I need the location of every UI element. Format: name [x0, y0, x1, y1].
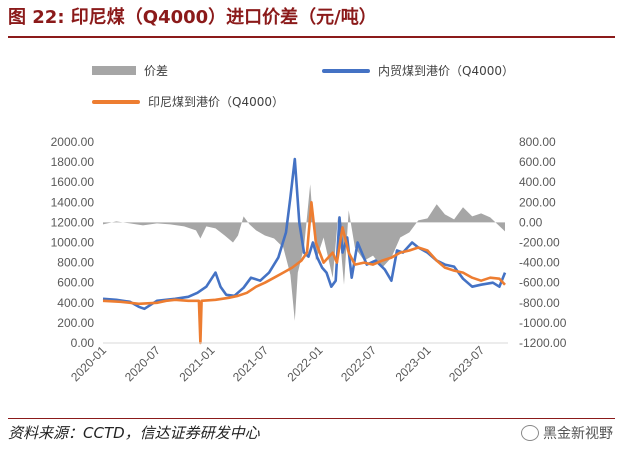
- wechat-icon: [521, 425, 539, 441]
- y-right-tick-label: -800.00: [519, 296, 560, 310]
- y-left-tick-label: 400.00: [57, 296, 94, 310]
- watermark-text: 黑金新视野: [543, 426, 613, 442]
- y-left-tick-label: 1800.00: [51, 155, 95, 169]
- y-left-tick-label: 600.00: [57, 276, 94, 290]
- series-indonesia-line: [102, 201, 506, 345]
- y-right-tick-label: -200.00: [519, 236, 560, 250]
- x-tick-label: 2022-07: [338, 343, 379, 384]
- y-right-tick-label: 800.00: [519, 135, 556, 149]
- x-tick-label: 2022-01: [284, 343, 325, 384]
- legend-label-domestic: 内贸煤到港价（Q4000）: [378, 64, 514, 78]
- y-left-tick-label: 1400.00: [51, 195, 95, 209]
- y-left-tick-label: 1000.00: [51, 236, 95, 250]
- y-right-tick-label: -1200.00: [519, 336, 567, 350]
- y-right-tick-label: -600.00: [519, 276, 560, 290]
- legend-swatch-spread: [92, 66, 136, 75]
- source-note: 资料来源：CCTD，信达证券研发中心: [8, 424, 260, 442]
- x-tick-label: 2020-07: [122, 343, 163, 384]
- source-rule: [8, 418, 615, 419]
- watermark: 黑金新视野: [521, 423, 613, 443]
- legend-item-spread: 价差: [92, 62, 168, 79]
- y-left-tick-label: 1600.00: [51, 175, 95, 189]
- price-spread-chart: 0.00 200.00 400.00 600.00 800.00 1000.00 1200.…: [51, 135, 567, 384]
- y-left-tick-label: 2000.00: [51, 135, 95, 149]
- y-left-tick-label: 0.00: [71, 336, 95, 350]
- y-right-tick-label: -1000.00: [519, 316, 567, 330]
- legend-label-spread: 价差: [144, 64, 169, 78]
- page-title: 图 22: 印尼煤（Q4000）进口价差（元/吨）: [8, 7, 377, 28]
- y-right-tick-label: -400.00: [519, 256, 560, 270]
- x-tick-label: 2023-01: [393, 343, 434, 384]
- y-left-tick-label: 200.00: [57, 316, 94, 330]
- y-left-tick-label: 800.00: [57, 256, 94, 270]
- legend-swatch-domestic: [322, 68, 370, 73]
- x-tick-label: 2023-07: [446, 343, 487, 384]
- y-right-tick-label: 400.00: [519, 175, 556, 189]
- y-right-tick-label: 600.00: [519, 155, 556, 169]
- y-right-tick-label: 200.00: [519, 195, 556, 209]
- y-right-tick-label: 0.00: [519, 215, 543, 229]
- y-left-tick-label: 1200.00: [51, 215, 95, 229]
- x-tick-label: 2021-01: [176, 343, 217, 384]
- legend-swatch-indonesia: [92, 99, 140, 104]
- title-rule: [8, 36, 615, 38]
- legend-item-indonesia: 印尼煤到港价（Q4000）: [92, 93, 284, 110]
- x-tick-label: 2021-07: [230, 343, 271, 384]
- legend-label-indonesia: 印尼煤到港价（Q4000）: [148, 95, 284, 109]
- legend-item-domestic: 内贸煤到港价（Q4000）: [322, 62, 514, 79]
